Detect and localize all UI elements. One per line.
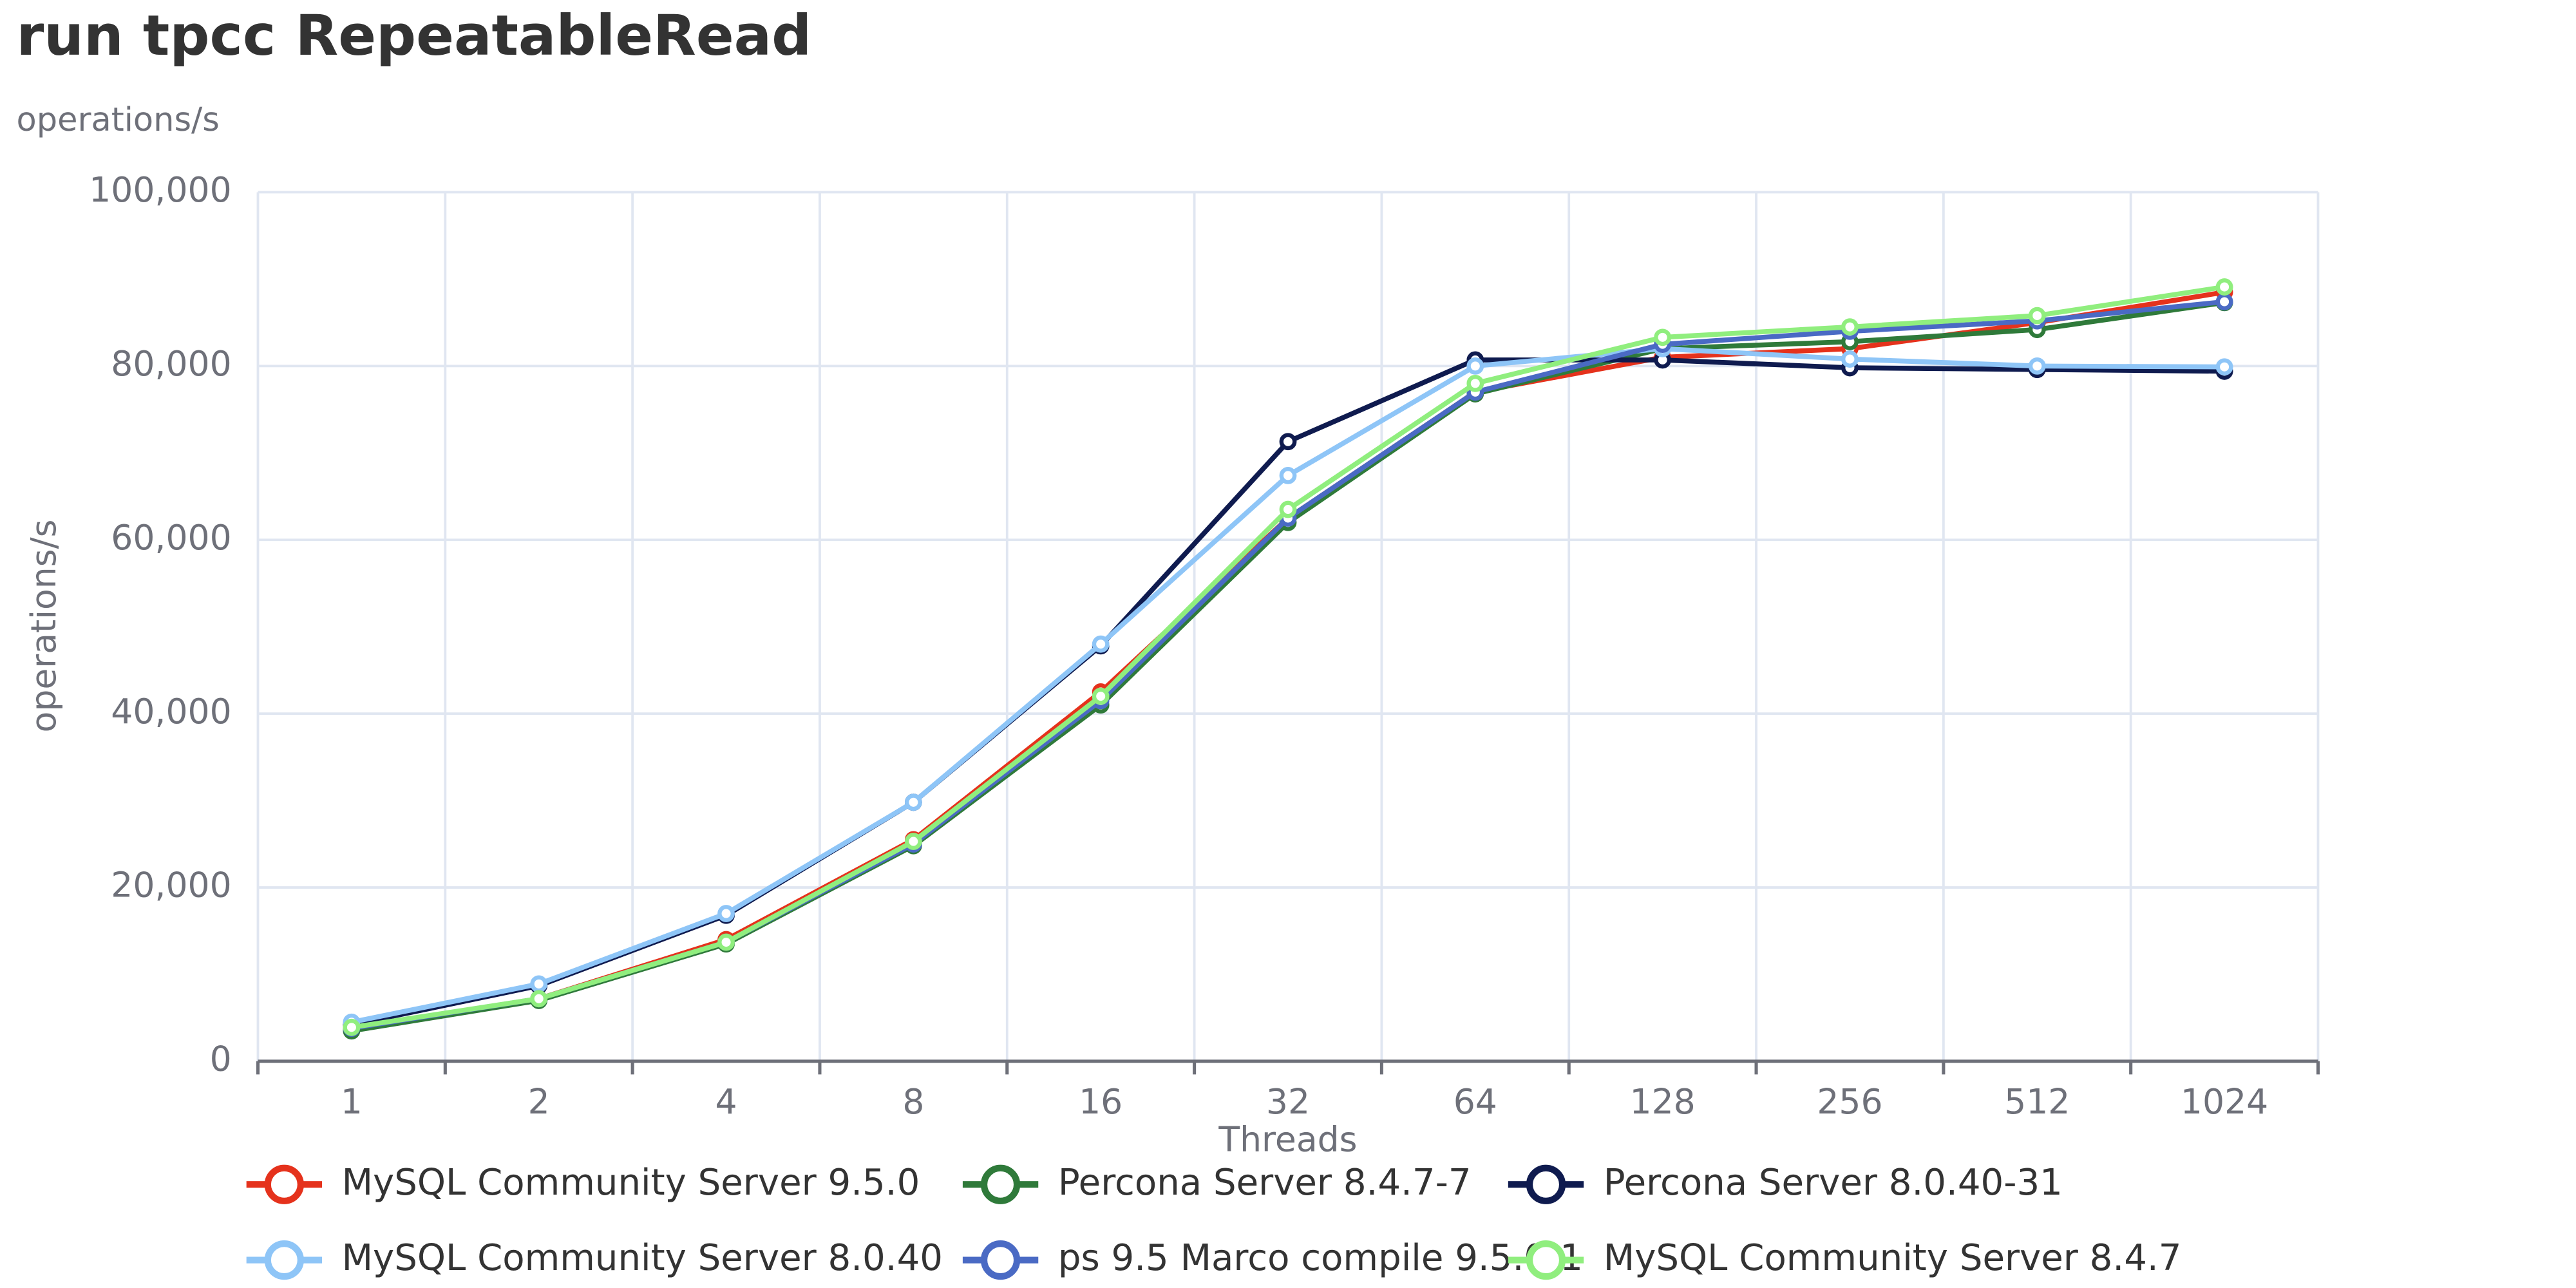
data-point (1841, 318, 1859, 336)
legend-marker (1526, 1164, 1566, 1204)
y-tick-label: 60,000 (111, 517, 231, 558)
x-tick-label: 2 (528, 1081, 550, 1122)
legend-label: Percona Server 8.4.7-7 (1058, 1162, 1472, 1204)
legend-marker (264, 1240, 304, 1280)
x-tick-label: 64 (1454, 1081, 1497, 1122)
x-tick-label: 1 (341, 1081, 363, 1122)
data-point (1466, 374, 1484, 392)
data-point (2028, 357, 2046, 375)
x-tick-label: 512 (2004, 1081, 2070, 1122)
data-point (1279, 467, 1297, 484)
x-tick-label: 256 (1817, 1081, 1882, 1122)
x-tick-label: 1024 (2181, 1081, 2268, 1122)
data-point (1654, 328, 1672, 346)
legend-label: MySQL Community Server 9.5.0 (342, 1162, 920, 1204)
chart-title: run tpcc RepeatableRead (17, 3, 812, 68)
data-point (1279, 433, 1297, 451)
legend-marker (980, 1240, 1021, 1280)
x-tick-label: 16 (1079, 1081, 1122, 1122)
chart-subtitle: operations/s (17, 101, 220, 139)
legend-label: MySQL Community Server 8.4.7 (1604, 1237, 2182, 1279)
legend-marker (264, 1164, 304, 1204)
y-tick-label: 20,000 (111, 865, 231, 905)
data-point (904, 833, 922, 850)
x-tick-label: 32 (1266, 1081, 1310, 1122)
data-point (2215, 293, 2233, 310)
legend-marker (1526, 1240, 1566, 1280)
x-tick-label: 4 (715, 1081, 737, 1122)
legend-marker (980, 1164, 1021, 1204)
x-axis-label: Threads (1218, 1119, 1357, 1160)
data-point (2215, 278, 2233, 296)
x-tick-label: 128 (1630, 1081, 1696, 1122)
x-tick-label: 8 (902, 1081, 924, 1122)
legend-label: Percona Server 8.0.40-31 (1604, 1162, 2063, 1204)
y-tick-label: 0 (210, 1039, 232, 1079)
legend-label: MySQL Community Server 8.0.40 (342, 1237, 943, 1279)
y-tick-label: 40,000 (111, 691, 231, 732)
y-tick-label: 100,000 (89, 169, 231, 210)
data-point (2215, 358, 2233, 376)
y-axis-label: operations/s (23, 519, 64, 732)
data-point (1841, 350, 1859, 368)
data-point (530, 975, 548, 993)
y-tick-label: 80,000 (111, 343, 231, 384)
data-point (717, 905, 735, 922)
legend-label: ps 9.5 Marco compile 9.5.0-1 (1058, 1237, 1583, 1279)
data-point (530, 990, 548, 1008)
data-point (904, 793, 922, 811)
data-point (1466, 357, 1484, 375)
data-point (1279, 500, 1297, 518)
data-point (2028, 307, 2046, 325)
data-point (343, 1018, 361, 1036)
data-point (1092, 635, 1110, 653)
data-point (1092, 687, 1110, 705)
data-point (717, 933, 735, 951)
